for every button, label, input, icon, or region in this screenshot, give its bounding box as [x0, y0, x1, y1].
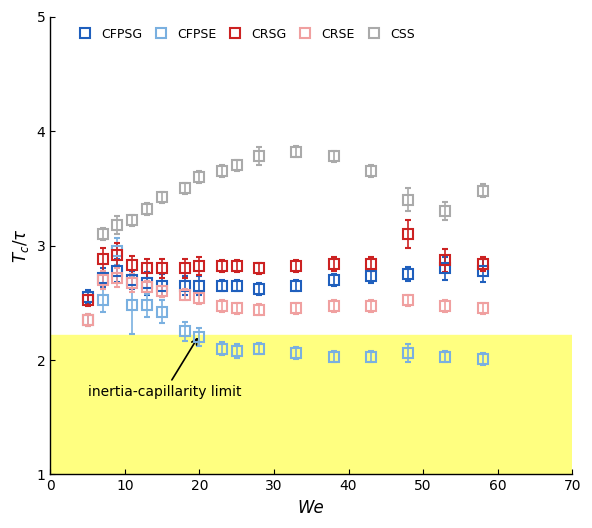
- Text: inertia-capillarity limit: inertia-capillarity limit: [88, 339, 241, 399]
- Legend: CFPSG, CFPSE, CRSG, CRSE, CSS: CFPSG, CFPSE, CRSG, CRSE, CSS: [67, 23, 420, 46]
- X-axis label: We: We: [298, 499, 324, 517]
- Y-axis label: $T_c/\tau$: $T_c/\tau$: [11, 228, 31, 263]
- Bar: [50, 335, 572, 475]
